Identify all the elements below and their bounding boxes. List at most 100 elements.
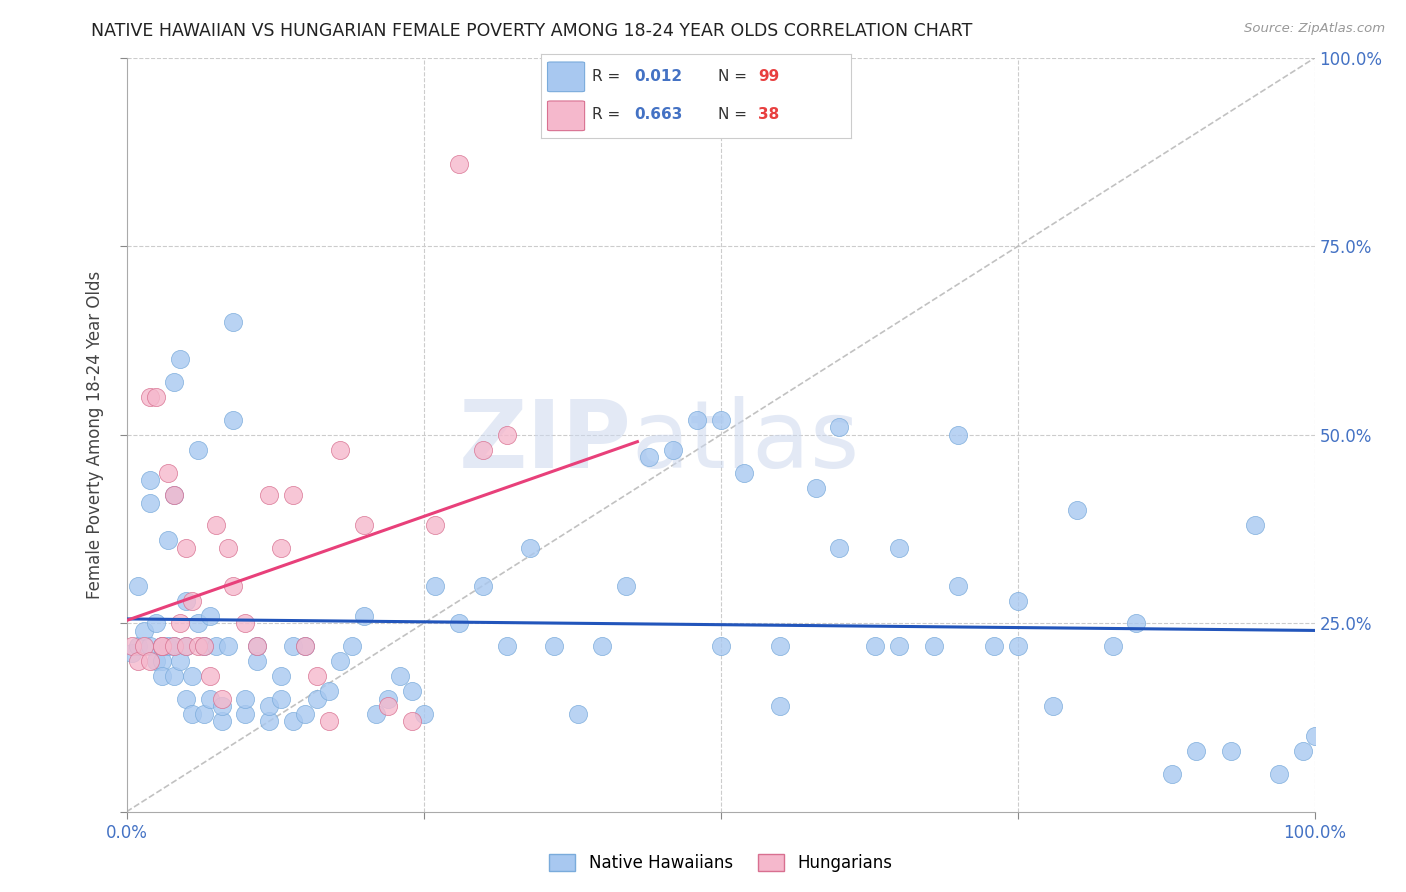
Point — [1184, 744, 1206, 758]
Point — [174, 639, 197, 653]
Point — [983, 639, 1005, 653]
Point — [211, 691, 233, 706]
Point — [270, 541, 292, 555]
Point — [222, 579, 245, 593]
Point — [233, 691, 256, 706]
Text: N =: N = — [717, 70, 751, 85]
Point — [377, 699, 399, 714]
Point — [329, 442, 352, 457]
Point — [134, 624, 156, 638]
Point — [495, 639, 517, 653]
Point — [1125, 616, 1147, 631]
Point — [198, 608, 221, 623]
Point — [305, 669, 328, 683]
Point — [472, 442, 495, 457]
Point — [163, 488, 186, 502]
Point — [211, 699, 233, 714]
Point — [946, 579, 969, 593]
Point — [139, 639, 162, 653]
Point — [495, 428, 517, 442]
Point — [187, 442, 209, 457]
Point — [401, 714, 423, 729]
Point — [1220, 744, 1243, 758]
Point — [294, 639, 316, 653]
Point — [638, 450, 661, 465]
Point — [353, 608, 375, 623]
Point — [193, 639, 215, 653]
Text: N =: N = — [717, 107, 751, 122]
Point — [257, 488, 280, 502]
Point — [946, 428, 969, 442]
Point — [353, 518, 375, 533]
Point — [134, 639, 156, 653]
Point — [543, 639, 565, 653]
Text: R =: R = — [592, 70, 626, 85]
Point — [257, 699, 280, 714]
Point — [246, 639, 269, 653]
Point — [709, 639, 731, 653]
Point — [121, 639, 143, 653]
Point — [121, 647, 143, 661]
Point — [342, 639, 364, 653]
Point — [139, 496, 162, 510]
Point — [163, 488, 186, 502]
Point — [281, 714, 304, 729]
Point — [145, 654, 167, 668]
Point — [709, 413, 731, 427]
Point — [733, 466, 755, 480]
Point — [828, 541, 851, 555]
FancyBboxPatch shape — [547, 101, 585, 130]
Point — [887, 541, 910, 555]
Point — [233, 706, 256, 721]
Point — [150, 669, 173, 683]
Point — [145, 390, 167, 404]
Point — [294, 706, 316, 721]
Point — [169, 616, 191, 631]
Point — [187, 639, 209, 653]
Point — [246, 639, 269, 653]
Point — [163, 375, 186, 389]
Point — [157, 533, 180, 548]
Point — [222, 315, 245, 329]
Point — [567, 706, 589, 721]
Point — [257, 714, 280, 729]
Text: 38: 38 — [758, 107, 779, 122]
Point — [150, 639, 173, 653]
Point — [180, 593, 202, 607]
Point — [163, 639, 186, 653]
Point — [614, 579, 637, 593]
Point — [139, 473, 162, 487]
Point — [472, 579, 495, 593]
Point — [519, 541, 541, 555]
Point — [187, 616, 209, 631]
Point — [174, 691, 197, 706]
Point — [1292, 744, 1315, 758]
Point — [222, 413, 245, 427]
Point — [193, 706, 215, 721]
Point — [294, 639, 316, 653]
Point — [377, 691, 399, 706]
Point — [662, 442, 685, 457]
Point — [174, 639, 197, 653]
Point — [169, 654, 191, 668]
Point — [246, 654, 269, 668]
Point — [769, 699, 792, 714]
Point — [198, 691, 221, 706]
Point — [449, 156, 471, 170]
Point — [281, 639, 304, 653]
Point — [157, 466, 180, 480]
Point — [401, 684, 423, 698]
Point — [887, 639, 910, 653]
Point — [1066, 503, 1088, 517]
Point — [204, 639, 226, 653]
Point — [139, 390, 162, 404]
Point — [388, 669, 411, 683]
Point — [1244, 518, 1267, 533]
Point — [127, 639, 149, 653]
Point — [127, 579, 149, 593]
Point — [686, 413, 709, 427]
Text: Source: ZipAtlas.com: Source: ZipAtlas.com — [1244, 22, 1385, 36]
Point — [174, 541, 197, 555]
Text: atlas: atlas — [631, 396, 859, 489]
Point — [163, 669, 186, 683]
